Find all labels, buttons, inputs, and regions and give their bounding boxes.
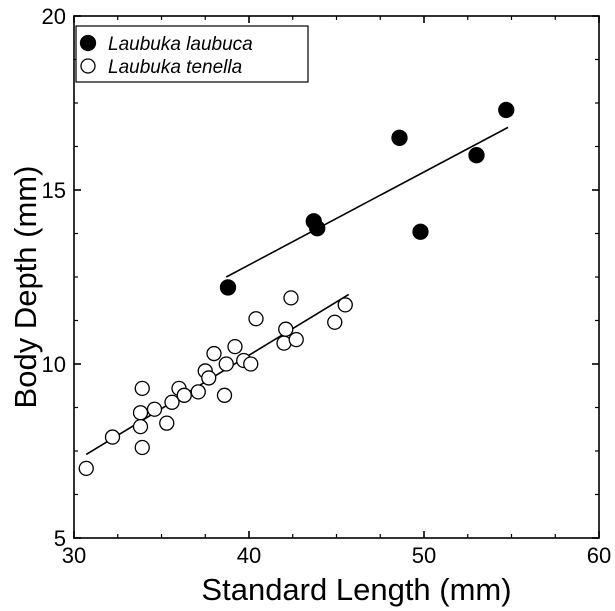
y-axis-title: Body Depth (mm) [8, 166, 43, 409]
point-series-0 [498, 101, 515, 119]
fit-line-series-0 [225, 126, 509, 278]
point-series-1 [201, 370, 217, 386]
x-tick-label: 30 [62, 543, 86, 568]
x-axis-title: Standard Length (mm) [201, 572, 511, 607]
point-series-1 [288, 331, 304, 348]
point-series-0 [468, 147, 485, 164]
point-series-1 [104, 429, 121, 445]
point-series-1 [134, 380, 150, 397]
legend-label-laubuca: Laubuka laubuca [108, 34, 253, 55]
x-tick-label: 40 [237, 543, 261, 568]
point-series-1 [132, 405, 149, 421]
point-series-1 [78, 460, 94, 477]
point-series-0 [309, 220, 326, 237]
y-tick-label: 20 [42, 4, 66, 29]
axis-ticks: 30 40 50 60 5 10 15 20 [42, 4, 612, 568]
point-series-1 [164, 394, 180, 410]
fit-lines [85, 126, 509, 456]
point-series-0 [219, 279, 237, 296]
point-series-1 [159, 415, 175, 431]
point-series-1 [176, 387, 192, 403]
point-series-1 [216, 387, 233, 403]
legend: Laubuka laubuca Laubuka tenella [75, 25, 309, 83]
point-series-1 [132, 418, 149, 435]
point-series-1 [248, 311, 264, 327]
point-series-1 [206, 345, 222, 362]
legend-marker-laubuca [79, 34, 97, 52]
y-tick-label: 5 [54, 526, 66, 551]
point-series-0 [412, 223, 429, 240]
point-series-1 [146, 401, 163, 417]
legend-label-tenella: Laubuka tenella [108, 57, 242, 78]
point-series-1 [134, 439, 150, 456]
x-tick-label: 50 [412, 543, 436, 568]
legend-box [75, 25, 309, 83]
point-series-1 [283, 290, 299, 306]
y-tick-label: 10 [42, 352, 66, 377]
point-series-1 [243, 356, 259, 372]
point-series-1 [227, 338, 243, 355]
point-series-1 [190, 384, 206, 400]
point-series-1 [327, 314, 343, 330]
point-series-0 [391, 129, 408, 146]
point-series-1 [278, 321, 294, 337]
x-tick-label: 60 [587, 543, 611, 568]
y-tick-label: 15 [42, 178, 66, 203]
point-series-1 [218, 356, 234, 372]
plot-area [73, 15, 600, 539]
point-series-1 [337, 297, 353, 313]
legend-marker-tenella [80, 58, 96, 74]
data-points [78, 101, 515, 477]
fit-line-series-1 [85, 293, 350, 456]
